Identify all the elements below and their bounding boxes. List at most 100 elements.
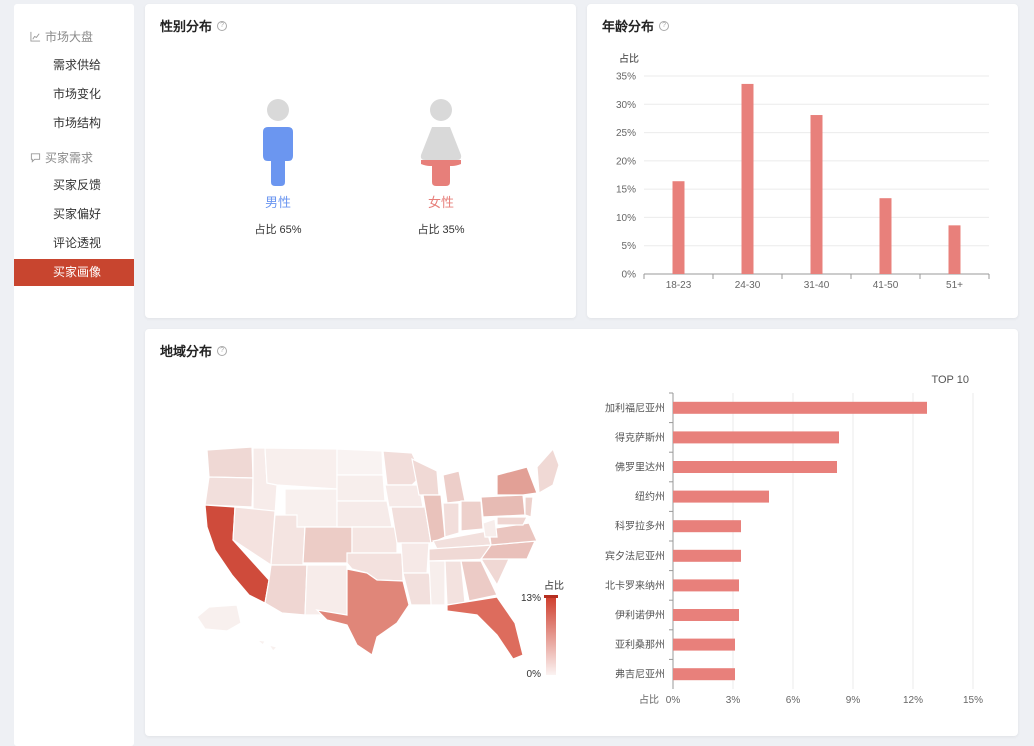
x-tick-label: 15% [963,695,983,706]
region-bar [673,490,769,503]
y-tick-label: 得克萨斯州 [615,431,665,444]
y-tick-label: 0% [622,270,637,281]
map-state-nm [304,564,348,616]
gender-card-title: 性别分布 ? [160,16,228,35]
chat-icon [30,153,41,163]
map-state-mi [442,470,466,504]
map-state-co [302,526,353,564]
male-ratio: 占比 65% [254,224,302,236]
region-bar [673,520,741,533]
x-tick-label: 31-40 [804,280,830,291]
male-block: 男性 占比 65% [218,98,338,237]
y-tick-label: 20% [616,156,636,167]
x-tick-label: 41-50 [873,280,899,291]
gender-title-text: 性别分布 [160,19,213,34]
y-tick-label: 5% [622,241,637,252]
map-state-tx [315,568,410,656]
x-tick-label: 12% [903,695,923,706]
legend-handle[interactable] [544,595,558,598]
age-bar [672,181,685,274]
map-state-in [442,502,460,538]
age-bar-chart: 占比 0% 5% 10% 15% 20% 25% 30% 35% 18-23 24-30 31-40 4… [616,52,990,291]
y-tick-label: 科罗拉多州 [615,520,665,533]
female-block: 女性 占比 35% [381,98,501,237]
sidebar-item-buyer-preference[interactable]: 买家偏好 [53,207,102,221]
top10-title: TOP 10 [931,374,969,386]
legend-max: 13% [521,593,541,604]
sidebar-item-buyer-profile[interactable]: 买家画像 [14,259,134,286]
top10-bar-chart: TOP 10 0% 3% 6% 9% 12% 15% 占比 加利福尼亚州得克萨斯州佛罗里达州纽约… [605,374,983,706]
region-card-title: 地域分布 ? [160,341,228,360]
region-bar [673,401,927,414]
map-state-nj [524,496,534,518]
age-card: 年龄分布 ? 占比 0% 5% 10% 15% 20% 25% 30% 35% 18-23 24-3… [587,4,1018,318]
x-tick-label: 3% [726,695,741,706]
y-tick-label: 35% [616,72,636,83]
sidebar-item-buyer-feedback[interactable]: 买家反馈 [53,178,102,192]
map-state-ks [351,526,398,554]
age-bar [741,83,754,274]
map-state-mo [390,506,432,544]
region-bar [673,579,739,592]
sidebar-group-buyer: 买家需求 [30,149,93,166]
x-tick-label: 0% [666,695,681,706]
legend-min: 0% [527,669,542,680]
male-label: 男性 [264,195,291,210]
female-icon [420,99,462,186]
y-tick-label: 15% [616,185,636,196]
region-bar [673,609,739,621]
sidebar-item-review-insight[interactable]: 评论透视 [53,236,102,250]
age-bar [948,225,961,274]
female-ratio: 占比 35% [417,224,465,236]
region-bar [673,461,837,473]
sidebar: 市场大盘 需求供给 市场变化 市场结构 买家需求 买家反馈 买家偏好 评论透视 … [14,4,134,746]
map-state-nd [336,448,384,476]
female-label: 女性 [427,195,454,210]
region-bar [673,431,839,444]
map-state-ne [336,500,393,528]
x-axis-label: 占比 [639,693,659,706]
y-tick-label: 30% [616,100,636,111]
x-tick-label: 9% [846,695,861,706]
map-state-ar [400,542,430,574]
map-state-mt [264,447,338,490]
sidebar-item-market-change[interactable]: 市场变化 [53,87,102,101]
map-state-hi [255,639,279,652]
us-map [197,446,560,660]
map-state-ak [197,604,242,632]
map-legend: 占比 13% 0% [521,579,564,680]
sidebar-item-market-structure[interactable]: 市场结构 [53,116,102,130]
help-icon[interactable]: ? [659,20,670,31]
map-state-ms [428,560,446,606]
map-state-wa [206,446,254,479]
y-tick-label: 10% [616,213,636,224]
x-tick-label: 51+ [946,280,963,291]
age-title-text: 年龄分布 [602,19,655,34]
x-tick-label: 18-23 [666,280,692,291]
chart-icon [30,31,41,42]
help-icon[interactable]: ? [217,345,228,356]
y-tick-label: 宾夕法尼亚州 [605,549,665,562]
region-bar [673,638,735,651]
map-state-fl [446,596,524,660]
y-tick-label: 伊利诺伊州 [615,610,665,622]
y-tick-label: 25% [616,128,636,139]
map-state-pa [480,494,526,518]
sidebar-group-label: 买家需求 [45,151,94,165]
legend-gradient [546,597,556,675]
age-bar [810,115,823,274]
map-state-oh [460,500,484,532]
map-state-az [264,564,308,616]
x-tick-label: 24-30 [735,280,761,291]
map-state-ne-states [536,447,560,494]
y-tick-label: 弗吉尼亚州 [615,668,665,681]
map-state-md [496,516,528,526]
sidebar-item-demand-supply[interactable]: 需求供给 [53,58,102,72]
region-bar [673,549,741,562]
y-tick-label: 加利福尼亚州 [605,401,665,414]
gender-card: 性别分布 ? 男性 占比 65% 女性 占比 35% [145,4,576,318]
y-axis-label: 占比 [619,52,639,65]
age-bar [879,198,892,274]
y-tick-label: 北卡罗来纳州 [605,579,665,592]
help-icon[interactable]: ? [217,20,228,31]
